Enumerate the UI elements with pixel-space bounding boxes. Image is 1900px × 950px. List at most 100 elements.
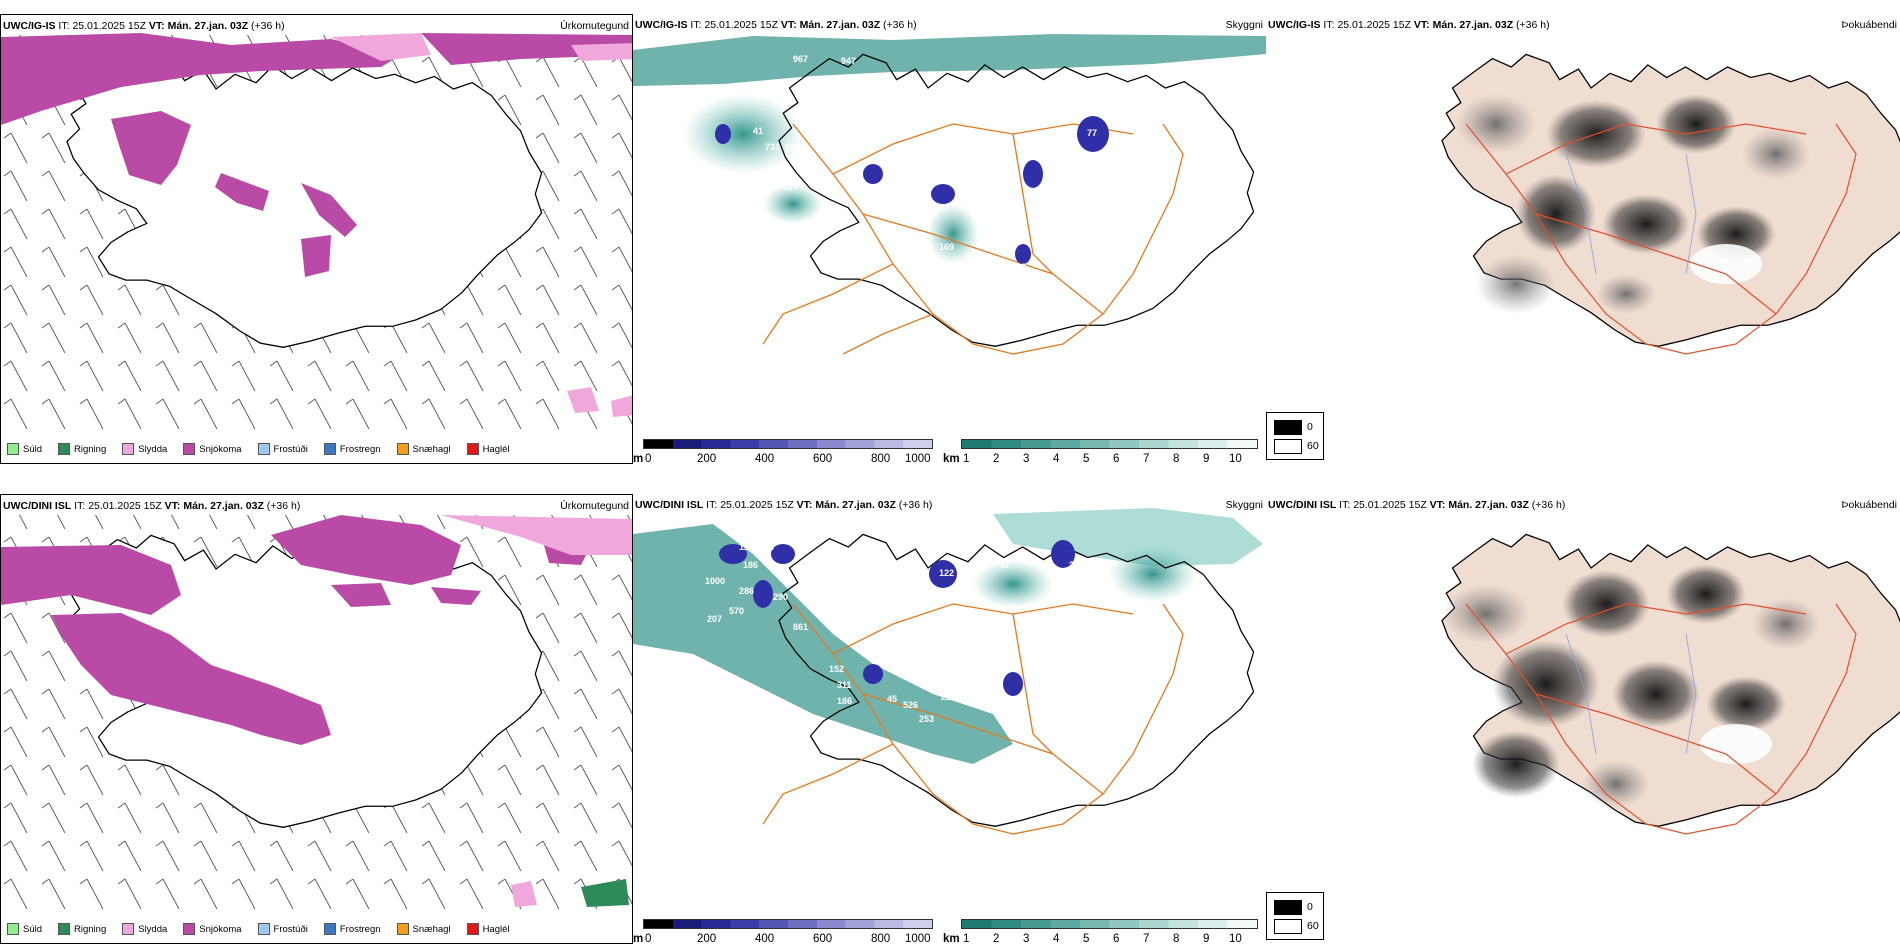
colorbar-unit: m bbox=[633, 453, 644, 464]
colorbar-tick: 1000 bbox=[905, 933, 931, 944]
colorbar-tick: 200 bbox=[697, 933, 717, 944]
colorbar-tick: 3 bbox=[1023, 933, 1030, 944]
road-network bbox=[762, 123, 1184, 355]
legend-swatch bbox=[7, 923, 19, 935]
key-swatch-white bbox=[1274, 439, 1302, 454]
peak-label: 215 bbox=[941, 692, 956, 702]
rivers bbox=[1565, 633, 1697, 755]
it-value: 25.01.2025 15Z bbox=[72, 20, 146, 32]
legend-item: Haglél bbox=[466, 923, 510, 935]
snow-areas bbox=[1, 33, 632, 277]
legend-item: Snjókoma bbox=[183, 923, 242, 935]
colorbar-tick: 0 bbox=[645, 453, 652, 464]
colorbar-tick: 5 bbox=[1083, 933, 1090, 944]
legend-swatch bbox=[323, 923, 336, 935]
vt-value: Mán. 27.jan. 03Z bbox=[183, 500, 264, 512]
peak-label: 1000 bbox=[705, 576, 725, 586]
peak-label: 967 bbox=[793, 54, 808, 64]
it-value: 25.01.2025 15Z bbox=[88, 500, 162, 512]
legend-swatch bbox=[183, 923, 196, 935]
peak-label: 570 bbox=[729, 606, 744, 616]
panel-title: Úrkomutegund bbox=[560, 500, 629, 512]
colorbar-tick: 200 bbox=[697, 453, 717, 464]
colorbar-tick: 7 bbox=[1143, 453, 1150, 464]
panel-header: UWC/IG-IS IT: 25.01.2025 15Z VT: Mán. 27… bbox=[635, 19, 917, 31]
key-value-white: 60 bbox=[1307, 920, 1319, 932]
legend-swatch bbox=[466, 923, 479, 935]
legend-swatch bbox=[122, 923, 135, 935]
fog-patch bbox=[973, 560, 1053, 608]
peak-label: 123 bbox=[759, 542, 774, 552]
legend-item: Rigning bbox=[58, 923, 106, 935]
panel-header: UWC/IG-IS IT: 25.01.2025 15Z VT: Mán. 27… bbox=[1268, 19, 1550, 31]
it-label: IT: bbox=[1339, 499, 1351, 511]
colorbar-strip bbox=[961, 439, 1258, 449]
legend-label: Snæhagl bbox=[412, 443, 451, 455]
sleet-areas bbox=[441, 515, 632, 907]
colorbar-unit: km bbox=[943, 933, 960, 944]
peak-label: 41 bbox=[753, 126, 763, 136]
colorbar-tick: 2 bbox=[993, 453, 1000, 464]
colorbar-tick: 800 bbox=[871, 933, 891, 944]
fog-patch bbox=[683, 94, 803, 174]
vt-label: VT: bbox=[164, 500, 181, 512]
peak-labels: 119 123 1000 186 286 290 570 207 861 122… bbox=[705, 542, 1084, 784]
rain-areas bbox=[581, 879, 629, 907]
legend-label: Slydda bbox=[138, 923, 168, 935]
peak-label: 207 bbox=[707, 614, 722, 624]
visibility-panel-row0: UWC/IG-IS IT: 25.01.2025 15Z VT: Mán. 27… bbox=[633, 14, 1266, 464]
vt-label: VT: bbox=[148, 20, 165, 32]
peak-label: 166 bbox=[1047, 646, 1062, 656]
peak-label: 861 bbox=[793, 622, 808, 632]
model-name: UWC/IG-IS bbox=[3, 20, 56, 32]
fog-indicator-map bbox=[1441, 53, 1900, 355]
road-network bbox=[762, 603, 1184, 835]
colorbar-tick: 6 bbox=[1113, 453, 1120, 464]
legend-label: Rigning bbox=[74, 443, 107, 455]
colorbar-tick: 600 bbox=[813, 933, 833, 944]
it-value: 25.01.2025 15Z bbox=[704, 19, 778, 31]
low-cloud-patches bbox=[715, 116, 1109, 264]
peak-label: 25 bbox=[1047, 214, 1057, 224]
legend-swatch bbox=[58, 923, 71, 935]
peak-label: 43 bbox=[999, 560, 1009, 570]
panel-header: UWC/DINI ISL IT: 25.01.2025 15Z VT: Mán.… bbox=[3, 500, 300, 512]
legend-item: Frostregn bbox=[323, 443, 381, 455]
legend-item: Slydda bbox=[122, 443, 167, 455]
colorbar-tick: 8 bbox=[1173, 453, 1180, 464]
peak-label: 253 bbox=[919, 714, 934, 724]
key-swatch-black bbox=[1274, 420, 1302, 435]
panel-header: UWC/IG-IS IT: 25.01.2025 15Z VT: Mán. 27… bbox=[3, 20, 285, 32]
vt-value: Mán. 27.jan. 03Z bbox=[799, 19, 881, 31]
low-cloud-patches bbox=[719, 540, 1075, 696]
legend-item: Frostregn bbox=[323, 923, 381, 935]
fog-grayscale-key: 0 60 bbox=[1266, 892, 1324, 940]
legend-swatch bbox=[183, 443, 196, 455]
peak-label: 428 bbox=[1011, 262, 1026, 272]
peak-label: 135 bbox=[967, 774, 982, 784]
legend-swatch bbox=[58, 443, 71, 455]
legend-label: Snjókoma bbox=[199, 923, 242, 935]
peak-label: 186 bbox=[837, 696, 852, 706]
model-name: UWC/DINI ISL bbox=[3, 500, 72, 512]
vt-label: VT: bbox=[780, 19, 797, 31]
legend-item: Snæhagl bbox=[396, 443, 451, 455]
legend-label: Rigning bbox=[74, 923, 107, 935]
legend-item: Slydda bbox=[122, 923, 167, 935]
legend-label: Haglél bbox=[482, 443, 510, 455]
colorbar-tick: 10 bbox=[1229, 453, 1242, 464]
legend-item: Frostúði bbox=[257, 923, 308, 935]
panel-title: Þokuábendi bbox=[1841, 19, 1897, 31]
colorbar-tick: 400 bbox=[755, 453, 775, 464]
colorbar-unit: m bbox=[633, 933, 644, 944]
peak-label: 381 bbox=[863, 184, 878, 194]
legend-label: Frostregn bbox=[339, 923, 381, 935]
legend-swatch bbox=[257, 443, 270, 455]
lead-time: (+36 h) bbox=[898, 499, 933, 511]
precip-type-map bbox=[1, 33, 632, 435]
colorbar-tick: 10 bbox=[1229, 933, 1242, 944]
it-value: 25.01.2025 15Z bbox=[720, 499, 794, 511]
legend-item: Snjókoma bbox=[183, 443, 242, 455]
colorbar-unit: km bbox=[943, 453, 960, 464]
precip-legend: Súld Rigning Slydda Snjókoma Frostúði Fr… bbox=[7, 923, 510, 935]
